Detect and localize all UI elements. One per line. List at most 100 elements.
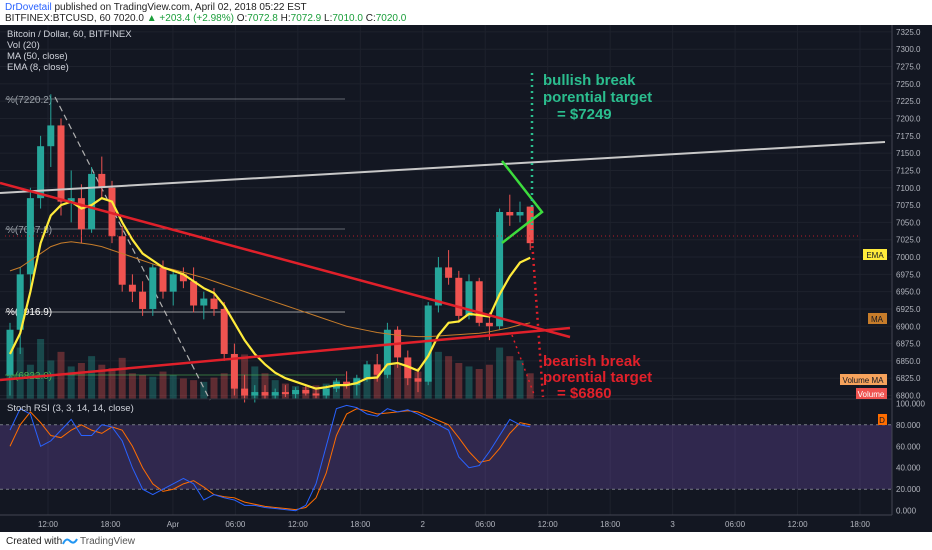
candle-body xyxy=(67,198,75,202)
candle-body xyxy=(281,392,289,395)
candle-body xyxy=(57,125,65,202)
author-link[interactable]: DrDovetail xyxy=(5,2,52,13)
candle-body xyxy=(16,274,24,330)
fib-label-1: %(7220.2) xyxy=(6,95,52,106)
candle-body xyxy=(118,236,126,285)
volume-ma-tag-label: Volume MA xyxy=(843,376,885,385)
candle-body xyxy=(404,357,412,379)
tradingview-logo-icon xyxy=(62,538,78,545)
candle-body xyxy=(292,389,300,395)
chart-area[interactable]: %(7220.2) %(7037.8) %(6916.9) %(6822.0) … xyxy=(0,25,932,532)
price-tick-label: 7050.0 xyxy=(896,218,921,227)
open-label: O: xyxy=(236,13,248,24)
candle-body xyxy=(210,298,218,309)
candle-body xyxy=(37,146,45,199)
candle-body xyxy=(516,212,524,216)
time-tick-label: 18:00 xyxy=(850,520,871,529)
time-tick-label: 12:00 xyxy=(538,520,559,529)
stoch-tick-label: 80.000 xyxy=(896,421,921,430)
candle-body xyxy=(88,173,96,230)
candle-body xyxy=(414,378,422,382)
volume-bar xyxy=(139,375,147,399)
fib-label-3: %(6916.9) xyxy=(6,307,52,318)
volume-bar xyxy=(383,369,391,399)
volume-bar xyxy=(77,363,85,399)
fib-diagonal xyxy=(54,96,211,401)
price-chart[interactable]: %(7220.2) %(7037.8) %(6916.9) %(6822.0) … xyxy=(0,25,932,532)
time-tick-label: 12:00 xyxy=(788,520,809,529)
volume-bar xyxy=(118,357,126,399)
candle-body xyxy=(496,212,504,327)
volume-bar xyxy=(363,375,371,399)
volume-bar xyxy=(465,366,473,399)
time-tick-label: 3 xyxy=(670,520,675,529)
price-tick-label: 6825.0 xyxy=(896,374,921,383)
candle-body xyxy=(322,388,330,396)
price-tick-label: 7200.0 xyxy=(896,115,921,124)
price-tick-label: 7250.0 xyxy=(896,80,921,89)
last-price: 7020.0 xyxy=(113,13,144,24)
time-tick-label: 18:00 xyxy=(100,520,121,529)
bearish-annotation-3: = $6860 xyxy=(557,385,612,402)
volume-bar xyxy=(485,364,493,399)
candle-body xyxy=(200,298,208,306)
chart-legend: Bitcoin / Dollar, 60, BITFINEX Vol (20) … xyxy=(7,29,132,73)
volume-tag-label: Volume xyxy=(858,390,885,399)
high-label: H: xyxy=(280,13,291,24)
stoch-k-line xyxy=(9,404,531,512)
time-tick-label: 18:00 xyxy=(600,520,621,529)
candle-body xyxy=(190,281,198,306)
tradingview-brand[interactable]: TradingView xyxy=(80,536,136,547)
price-tick-label: 6950.0 xyxy=(896,288,921,297)
legend-title: Bitcoin / Dollar, 60, BITFINEX xyxy=(7,29,132,40)
ohlc-line: BITFINEX:BTCUSD, 60 7020.0 ▲ +203.4 (+2.… xyxy=(5,13,406,24)
candle-body xyxy=(485,322,493,327)
volume-bar xyxy=(434,351,442,399)
candle-body xyxy=(526,206,534,244)
candle-body xyxy=(363,364,371,379)
volume-bar xyxy=(445,356,453,399)
price-tick-label: 7150.0 xyxy=(896,149,921,158)
legend-vol: Vol (20) xyxy=(7,40,40,51)
open-value: 7072.8 xyxy=(247,13,278,24)
volume-tag xyxy=(856,388,887,399)
stoch-band xyxy=(0,424,892,490)
volume-bar xyxy=(26,364,34,399)
volume-bar xyxy=(108,368,116,399)
stoch-d-tag-label: D xyxy=(879,416,885,425)
time-tick-label: 06:00 xyxy=(475,520,496,529)
candle-body xyxy=(353,378,361,386)
up-triangle-icon: ▲ xyxy=(146,13,157,24)
ma-tag-label: MA xyxy=(871,315,884,324)
volume-bar xyxy=(506,356,514,399)
publish-line: DrDovetail published on TradingView.com,… xyxy=(5,2,307,13)
stoch-d-line xyxy=(9,408,531,511)
volume-bar xyxy=(16,347,24,399)
volume-bar xyxy=(179,378,187,399)
volume-bar xyxy=(190,380,198,399)
candle-body xyxy=(149,267,157,309)
high-value: 7072.9 xyxy=(290,13,322,24)
volume-bar xyxy=(394,364,402,399)
ema-tag xyxy=(863,249,887,260)
volume-bar xyxy=(37,339,45,399)
candle-body xyxy=(455,277,463,316)
ema-tag-label: EMA xyxy=(866,251,884,260)
candle-body xyxy=(424,305,432,382)
stoch-tick-label: 60.000 xyxy=(896,442,921,451)
candle-body xyxy=(47,125,55,147)
legend-ema: EMA (8, close) xyxy=(7,62,69,73)
price-axis: 7325.0 7300.0 7275.0 7250.0 7225.0 7200.0 7175… xyxy=(896,28,921,401)
low-label: L: xyxy=(324,13,333,24)
indicator-lines xyxy=(9,196,531,390)
candle-body xyxy=(343,381,351,386)
candle-body xyxy=(251,392,259,396)
time-tick-label: 12:00 xyxy=(38,520,59,529)
axis-tags: EMA MA Volume MA Volume D xyxy=(840,249,887,425)
stoch-tick-label: 20.000 xyxy=(896,485,921,494)
volume-bar xyxy=(47,360,55,399)
volume-bar xyxy=(88,356,96,399)
candle-body xyxy=(506,212,514,216)
stoch-rsi-pane xyxy=(0,404,892,512)
candle-body xyxy=(220,308,228,354)
